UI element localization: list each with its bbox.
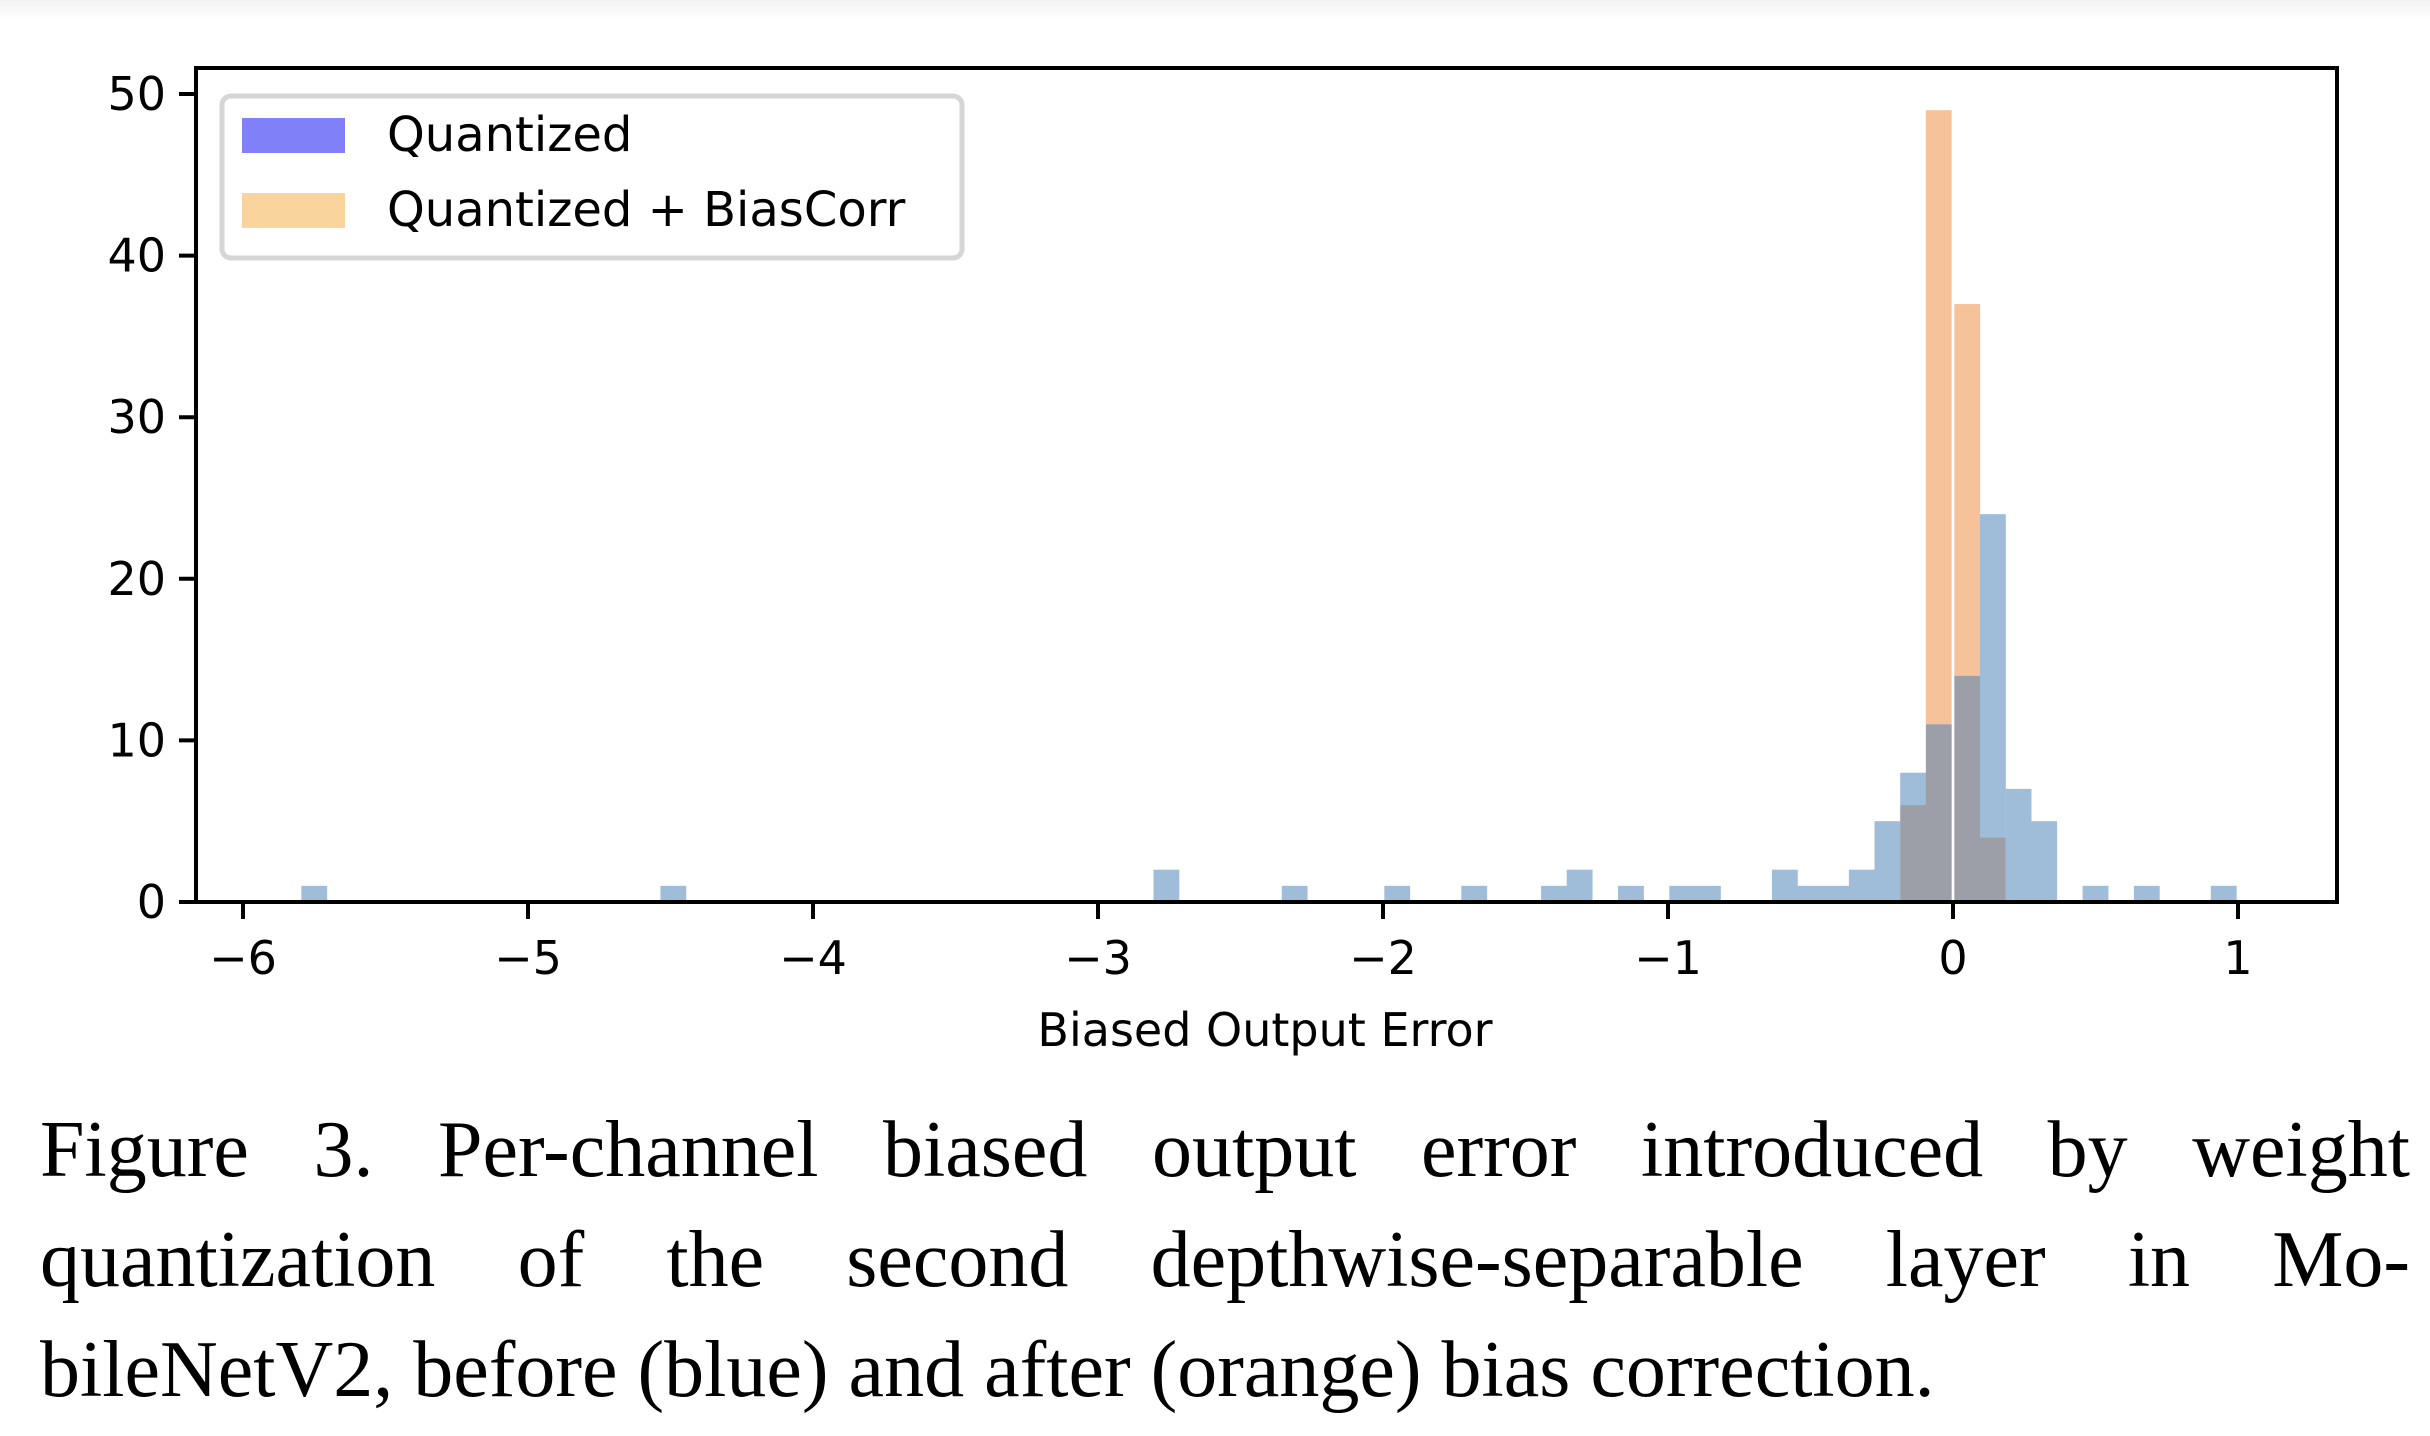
x-tick-label: −6 xyxy=(209,931,277,985)
histogram-bar xyxy=(660,885,687,902)
legend: Quantized Quantized + BiasCorr xyxy=(219,93,965,261)
page-top-shadow xyxy=(0,0,2430,20)
legend-frame xyxy=(219,93,965,261)
histogram-bar xyxy=(301,885,328,902)
x-tick-label: −2 xyxy=(1349,931,1417,985)
histogram-bar xyxy=(1797,885,1824,902)
legend-label-biascorr: Quantized + BiasCorr xyxy=(387,182,906,238)
y-tick-label: 20 xyxy=(107,552,166,606)
histogram-bar-overlap xyxy=(1954,675,1981,902)
histogram-bar xyxy=(1618,885,1644,902)
histogram-bar xyxy=(1384,885,1411,902)
histogram-bar xyxy=(1566,869,1593,902)
histogram-bar xyxy=(1694,885,1721,902)
x-axis-label: Biased Output Error xyxy=(1037,1003,1492,1057)
histogram-bar xyxy=(2133,885,2160,902)
x-tick-label: 0 xyxy=(1938,931,1967,985)
histogram-bars xyxy=(301,110,2237,902)
histogram-bar-overlap xyxy=(1925,724,1952,902)
histogram-bar-overlap xyxy=(1979,837,2006,902)
x-tick-label: 1 xyxy=(2223,931,2252,985)
x-tick-label: −4 xyxy=(779,931,847,985)
histogram-bar xyxy=(1541,885,1567,902)
y-tick-label: 0 xyxy=(137,875,166,929)
histogram-bar xyxy=(1925,110,1952,725)
x-tick-label: −1 xyxy=(1634,931,1702,985)
histogram-bar xyxy=(2005,788,2032,902)
histogram-bar xyxy=(2031,821,2058,902)
histogram-bar xyxy=(1874,821,1901,902)
y-tick-label: 30 xyxy=(107,390,166,444)
histogram-bar xyxy=(1823,885,1850,902)
legend-swatch-biascorr xyxy=(242,193,345,228)
histogram-bar xyxy=(1153,869,1180,902)
legend-label-quantized: Quantized xyxy=(387,107,632,163)
legend-swatch-quantized xyxy=(242,118,345,153)
y-tick-label: 10 xyxy=(107,713,166,767)
caption-line-2: quantization of the second depthwise-sep… xyxy=(40,1216,2410,1304)
histogram-bar xyxy=(2082,885,2109,902)
histogram-bar xyxy=(1979,514,2006,838)
histogram-bar xyxy=(1900,772,1927,806)
histogram-bar-overlap xyxy=(1900,805,1927,902)
histogram-bar xyxy=(1281,885,1308,902)
histogram-bar xyxy=(1954,304,1981,676)
plot-frame xyxy=(194,66,2339,904)
caption-line-1: Figure 3. Per-channel biased output erro… xyxy=(40,1106,2410,1194)
x-tick-label: −3 xyxy=(1064,931,1132,985)
y-tick-label: 50 xyxy=(107,67,166,121)
histogram-bar xyxy=(1461,885,1488,902)
histogram-bar xyxy=(1848,869,1875,902)
figure-caption: Figure 3. Per-channel biased output erro… xyxy=(40,1095,2410,1425)
y-tick-label: 40 xyxy=(107,229,166,283)
x-tick-label: −5 xyxy=(494,931,562,985)
histogram-bar xyxy=(2210,885,2237,902)
histogram-bar xyxy=(1771,869,1798,902)
histogram-bar xyxy=(1669,885,1696,902)
caption-line-3: bileNetV2, before (blue) and after (oran… xyxy=(40,1326,1935,1414)
